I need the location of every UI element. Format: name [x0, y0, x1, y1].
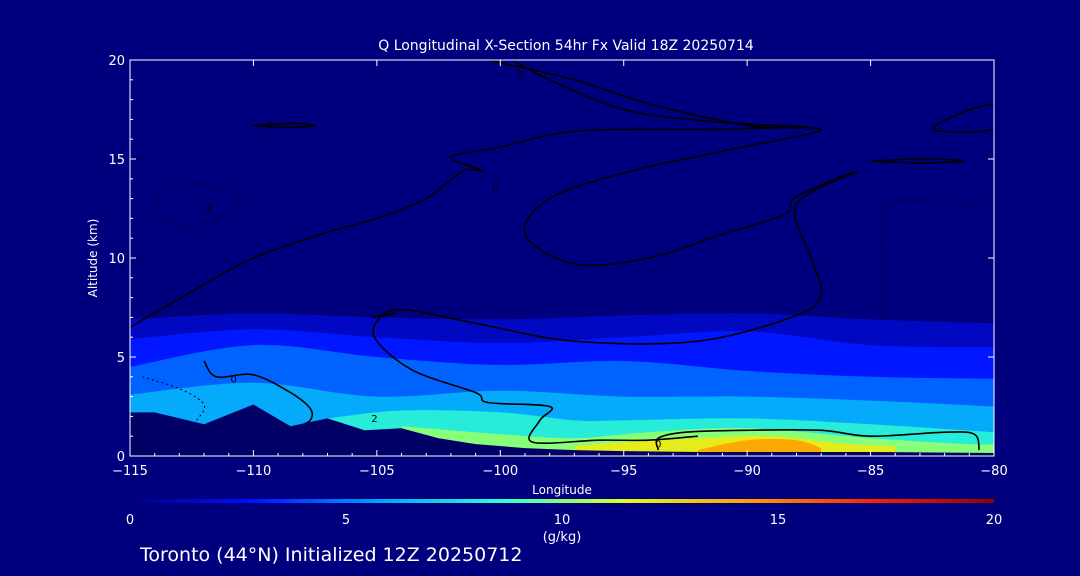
contour-label: 2 [371, 414, 377, 425]
contour-label: 0 [517, 69, 523, 80]
x-tick-label: −80 [980, 464, 1007, 479]
x-tick-label: −115 [112, 464, 148, 479]
contour-3 [870, 158, 966, 164]
colorbar-tick-label: 10 [554, 513, 571, 528]
x-tick-label: −95 [610, 464, 637, 479]
y-tick-label: 5 [117, 351, 125, 366]
dashed-contour-2 [142, 376, 206, 421]
colorbar: 0 5 10 15 20 [126, 499, 1002, 528]
colorbar-tick-label: 5 [342, 513, 350, 528]
contour-1 [487, 60, 811, 129]
x-axis-label: Longitude [532, 483, 592, 497]
footer-caption: Toronto (44°N) Initialized 12Z 20250712 [139, 544, 523, 566]
contour-5 [203, 360, 314, 428]
y-tick-label: 10 [108, 252, 125, 267]
contour-6 [371, 312, 397, 319]
contour-0 [130, 126, 860, 445]
x-tick-label: −85 [857, 464, 884, 479]
contour-label: 0 [388, 307, 394, 318]
y-tick-label: 20 [108, 54, 125, 69]
chart-title: Q Longitudinal X-Section 54hr Fx Valid 1… [378, 38, 754, 54]
contour-label: 0 [492, 182, 498, 193]
terrain [130, 404, 994, 456]
colorbar-unit: (g/kg) [543, 530, 582, 545]
contour-2 [253, 122, 316, 129]
contour-label: 2 [206, 204, 212, 215]
contour-label: 0 [917, 156, 923, 167]
x-tick-label: −90 [733, 464, 760, 479]
x-tick-label: −110 [236, 464, 272, 479]
contour-label: 0 [268, 121, 274, 132]
contour-label: 0 [655, 440, 661, 451]
colorbar-tick-label: 0 [126, 513, 134, 528]
moisture-fields [130, 313, 994, 456]
x-axis: −115 −110 −105 −100 −95 −90 −85 −80 [112, 60, 1008, 479]
dashed-contour-1 [881, 200, 980, 318]
terrain-profile [130, 404, 994, 456]
colorbar-tick-label: 20 [986, 513, 1003, 528]
x-tick-label: −105 [359, 464, 395, 479]
contour-label: 0 [230, 374, 236, 385]
y-tick-label: 0 [117, 450, 125, 465]
contour-lines: 0 0 0 0 0 0 0 2 2 [130, 60, 994, 451]
y-tick-label: 15 [108, 153, 125, 168]
contour-7 [655, 428, 980, 451]
x-tick-label: −100 [482, 464, 518, 479]
dashed-contour-0 [154, 180, 242, 228]
contour-4 [931, 103, 994, 133]
colorbar-tick-label: 15 [770, 513, 787, 528]
y-axis-label: Altitude (km) [86, 219, 100, 298]
colorbar-strip [130, 499, 994, 503]
moisture-band-7 [697, 439, 822, 456]
